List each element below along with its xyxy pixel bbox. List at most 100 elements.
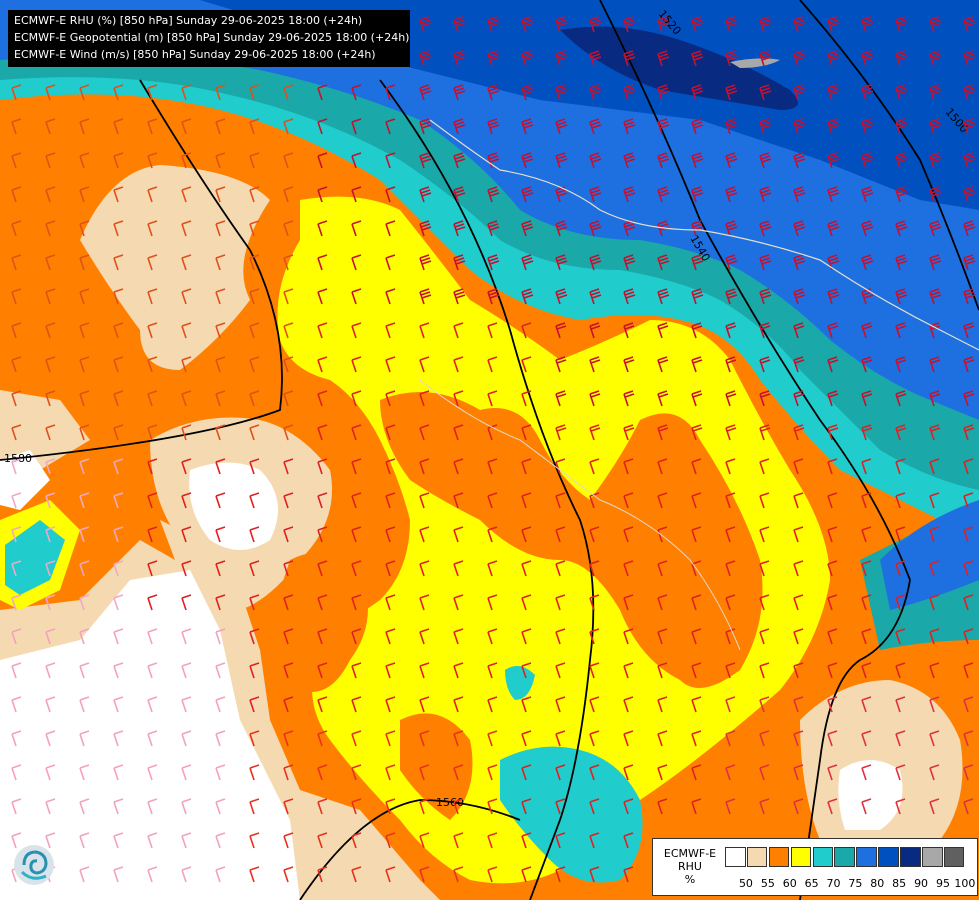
wind-barb: [589, 730, 600, 747]
wind-barb: [487, 560, 498, 577]
legend-unit: %: [684, 873, 696, 886]
wind-barb: [351, 356, 362, 373]
wind-barb: [895, 696, 906, 713]
wind-barb: [657, 322, 669, 339]
wind-barb: [555, 424, 567, 441]
wind-barb: [215, 390, 226, 407]
wind-barb: [929, 84, 942, 101]
wind-barb: [555, 696, 566, 713]
wind-barb: [929, 50, 942, 67]
wind-barb: [725, 390, 737, 407]
wind-barb: [861, 186, 874, 203]
wind-barb: [691, 186, 704, 203]
wind-barb: [181, 492, 192, 509]
wind-barb: [283, 390, 294, 407]
wind-barb: [589, 526, 600, 543]
wind-barb: [181, 866, 192, 883]
wind-barb: [11, 152, 22, 169]
wind-barb: [589, 356, 601, 373]
wind-barb: [521, 118, 534, 135]
wind-barb: [283, 696, 294, 713]
wind-barb: [215, 152, 226, 169]
wind-barb: [419, 764, 430, 781]
wind-barb: [147, 424, 158, 441]
wind-barb: [181, 288, 192, 305]
wind-barb: [45, 84, 56, 101]
wind-barb: [725, 594, 736, 611]
wind-barb: [79, 526, 90, 543]
wind-barb: [283, 526, 294, 543]
wind-barb: [963, 50, 976, 67]
contour-1500-line: [799, 0, 979, 311]
wind-barb: [827, 152, 840, 169]
wind-barb: [555, 594, 566, 611]
wind-barb: [827, 560, 838, 577]
wind-barb: [215, 118, 226, 135]
wind-barb: [725, 288, 738, 305]
wind-barb: [45, 118, 56, 135]
wind-barb: [79, 356, 90, 373]
rhu-orange-center: [380, 392, 763, 688]
wind-barb: [385, 118, 396, 135]
wind-barb: [589, 492, 600, 509]
wind-barb: [147, 662, 158, 679]
wind-barb: [283, 424, 294, 441]
wind-barb: [827, 424, 839, 441]
wind-barb: [487, 696, 498, 713]
wind-barb: [45, 356, 56, 373]
wind-barb: [725, 458, 736, 475]
wind-barb: [521, 798, 532, 815]
wind-barb: [249, 730, 260, 747]
wind-barb: [589, 424, 601, 441]
wind-barb: [283, 628, 294, 645]
border-line: [419, 379, 741, 651]
wind-barb: [181, 118, 192, 135]
wind-barb: [929, 696, 940, 713]
wind-barb: [929, 390, 941, 407]
wind-barb: [691, 730, 702, 747]
wind-barb: [453, 526, 464, 543]
wind-barb: [11, 526, 22, 543]
wind-barb: [861, 730, 872, 747]
wind-barb: [351, 832, 362, 849]
wind-barb: [385, 152, 396, 169]
wind-barb: [861, 594, 872, 611]
wind-barb: [317, 492, 328, 509]
wind-barb: [691, 322, 703, 339]
legend-swatch: [746, 847, 768, 867]
wind-barb: [453, 458, 464, 475]
wind-barb: [419, 730, 430, 747]
wind-barb: [453, 186, 466, 203]
wind-barb: [963, 356, 975, 373]
wind-barb: [215, 458, 226, 475]
wind-barb: [827, 628, 838, 645]
wind-barb: [181, 798, 192, 815]
wind-barb: [249, 866, 260, 883]
wind-barb: [759, 322, 771, 339]
wind-barb: [317, 220, 328, 237]
wind-barb: [453, 322, 464, 339]
wind-barb: [11, 186, 22, 203]
wind-barb: [691, 594, 702, 611]
wind-barb: [521, 662, 532, 679]
wind-barb: [419, 628, 430, 645]
wind-barb: [249, 424, 260, 441]
wind-barb: [623, 220, 636, 237]
wind-barb: [45, 798, 56, 815]
wind-barb: [45, 424, 56, 441]
wind-barb: [861, 220, 874, 237]
wind-barb: [215, 288, 226, 305]
wind-barb: [419, 186, 432, 203]
wind-barb: [351, 866, 362, 883]
wind-barb: [249, 84, 260, 101]
legend-label: 50: [738, 877, 753, 890]
wind-barb: [385, 730, 396, 747]
wind-barb: [861, 50, 874, 67]
wind-barb: [861, 152, 874, 169]
wind-barb: [317, 254, 328, 271]
wind-barb: [895, 152, 908, 169]
wind-barb: [283, 764, 294, 781]
wind-barb: [351, 152, 362, 169]
wind-barb: [317, 118, 328, 135]
